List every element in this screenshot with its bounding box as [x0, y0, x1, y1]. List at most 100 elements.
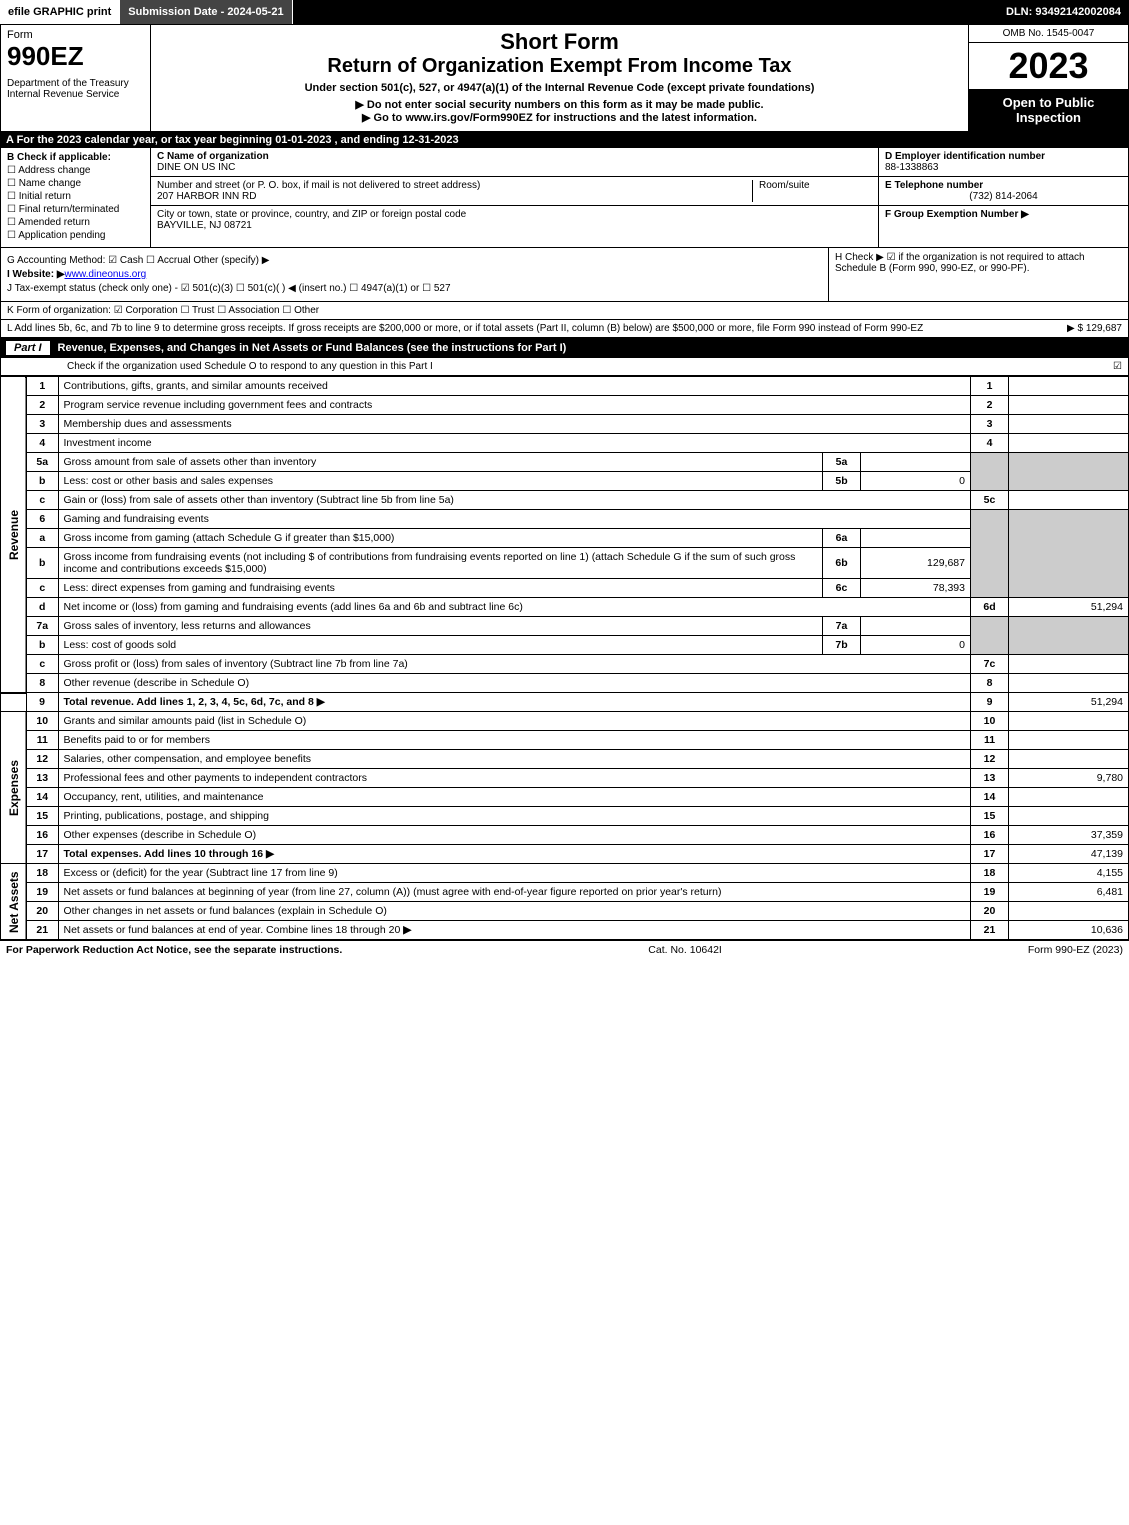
city-value: BAYVILLE, NJ 08721: [157, 220, 252, 231]
l7c-desc: Gross profit or (loss) from sales of inv…: [58, 655, 971, 674]
l5c-rnum: 5c: [971, 491, 1009, 510]
l1-amt: [1009, 377, 1129, 396]
l8-amt: [1009, 674, 1129, 693]
l11-desc: Benefits paid to or for members: [58, 731, 971, 750]
l14-num: 14: [26, 788, 58, 807]
chk-final[interactable]: ☐ Final return/terminated: [7, 204, 144, 215]
line-k: K Form of organization: ☑ Corporation ☐ …: [0, 302, 1129, 320]
l14-rnum: 14: [971, 788, 1009, 807]
tel-value: (732) 814-2064: [885, 191, 1122, 202]
l18-rnum: 18: [971, 864, 1009, 883]
chk-initial[interactable]: ☐ Initial return: [7, 191, 144, 202]
l9-amt: 51,294: [1009, 693, 1129, 712]
l5a-num: 5a: [26, 453, 58, 472]
part-label: Part I: [6, 341, 50, 355]
l2-amt: [1009, 396, 1129, 415]
l17-rnum: 17: [971, 845, 1009, 864]
l13-amt: 9,780: [1009, 769, 1129, 788]
l15-desc: Printing, publications, postage, and shi…: [58, 807, 971, 826]
part-1-header: Part I Revenue, Expenses, and Changes in…: [0, 338, 1129, 358]
section-def: D Employer identification number 88-1338…: [878, 148, 1128, 247]
ghi-left: G Accounting Method: ☑ Cash ☐ Accrual Ot…: [1, 248, 828, 301]
open-to-public: Open to Public Inspection: [969, 89, 1128, 131]
l6d-amt: 51,294: [1009, 598, 1129, 617]
l10-amt: [1009, 712, 1129, 731]
l10-num: 10: [26, 712, 58, 731]
under-section: Under section 501(c), 527, or 4947(a)(1)…: [161, 82, 958, 94]
l20-desc: Other changes in net assets or fund bala…: [58, 902, 971, 921]
l17-amt: 47,139: [1009, 845, 1129, 864]
l21-rnum: 21: [971, 921, 1009, 940]
l15-rnum: 15: [971, 807, 1009, 826]
l17-num: 17: [26, 845, 58, 864]
lines-table: Revenue 1 Contributions, gifts, grants, …: [0, 376, 1129, 940]
l9-num: 9: [26, 693, 58, 712]
l6a-sn: 6a: [823, 529, 861, 548]
l13-desc: Professional fees and other payments to …: [58, 769, 971, 788]
city-row: City or town, state or province, country…: [151, 206, 878, 234]
tax-year: 2023: [969, 43, 1128, 89]
efile-print[interactable]: efile GRAPHIC print: [0, 0, 120, 24]
l5a-desc: Gross amount from sale of assets other t…: [58, 453, 823, 472]
header-right: OMB No. 1545-0047 2023 Open to Public In…: [968, 25, 1128, 131]
l8-desc: Other revenue (describe in Schedule O): [58, 674, 971, 693]
l10-rnum: 10: [971, 712, 1009, 731]
line-h: H Check ▶ ☑ if the organization is not r…: [828, 248, 1128, 301]
info-block: B Check if applicable: ☐ Address change …: [0, 148, 1129, 248]
l5ab-shade: [971, 453, 1009, 491]
l6c-sn: 6c: [823, 579, 861, 598]
l16-desc: Other expenses (describe in Schedule O): [58, 826, 971, 845]
l21-desc: Net assets or fund balances at end of ye…: [58, 921, 971, 940]
section-a: A For the 2023 calendar year, or tax yea…: [0, 132, 1129, 148]
l-amount: ▶ $ 129,687: [1067, 323, 1122, 334]
l7b-sn: 7b: [823, 636, 861, 655]
chk-amended[interactable]: ☐ Amended return: [7, 217, 144, 228]
l11-num: 11: [26, 731, 58, 750]
l6a-sa: [861, 529, 971, 548]
dln: DLN: 93492142002084: [998, 0, 1129, 24]
website-link[interactable]: www.dineonus.org: [65, 269, 147, 280]
l3-desc: Membership dues and assessments: [58, 415, 971, 434]
section-c: C Name of organization DINE ON US INC Nu…: [151, 148, 878, 247]
l7b-sa: 0: [861, 636, 971, 655]
l4-num: 4: [26, 434, 58, 453]
ssn-note: ▶ Do not enter social security numbers o…: [161, 98, 958, 111]
l3-rnum: 3: [971, 415, 1009, 434]
l3-amt: [1009, 415, 1129, 434]
l11-amt: [1009, 731, 1129, 750]
l8-num: 8: [26, 674, 58, 693]
l6c-desc: Less: direct expenses from gaming and fu…: [58, 579, 823, 598]
room-suite: Room/suite: [752, 180, 872, 202]
l7c-num: c: [26, 655, 58, 674]
chk-pending[interactable]: ☐ Application pending: [7, 230, 144, 241]
footer-right: Form 990-EZ (2023): [1028, 944, 1123, 956]
city-label: City or town, state or province, country…: [157, 209, 466, 220]
part-title: Revenue, Expenses, and Changes in Net As…: [58, 342, 567, 354]
b-title: B Check if applicable:: [7, 152, 144, 163]
l5a-sa: [861, 453, 971, 472]
l-text: L Add lines 5b, 6c, and 7b to line 9 to …: [7, 323, 923, 334]
line-l: L Add lines 5b, 6c, and 7b to line 9 to …: [0, 320, 1129, 338]
ein-row: D Employer identification number 88-1338…: [879, 148, 1128, 177]
l20-amt: [1009, 902, 1129, 921]
l5ab-shade2: [1009, 453, 1129, 491]
l7b-desc: Less: cost of goods sold: [58, 636, 823, 655]
l16-rnum: 16: [971, 826, 1009, 845]
l18-num: 18: [26, 864, 58, 883]
chk-address[interactable]: ☐ Address change: [7, 165, 144, 176]
chk-name[interactable]: ☐ Name change: [7, 178, 144, 189]
l5b-num: b: [26, 472, 58, 491]
l21-amt: 10,636: [1009, 921, 1129, 940]
goto-note: ▶ Go to www.irs.gov/Form990EZ for instru…: [161, 111, 958, 124]
l6d-rnum: 6d: [971, 598, 1009, 617]
header-left: Form 990EZ Department of the Treasury In…: [1, 25, 151, 131]
l19-num: 19: [26, 883, 58, 902]
l5a-sn: 5a: [823, 453, 861, 472]
l6-shade: [971, 510, 1009, 598]
l12-amt: [1009, 750, 1129, 769]
l21-num: 21: [26, 921, 58, 940]
l7c-rnum: 7c: [971, 655, 1009, 674]
l19-rnum: 19: [971, 883, 1009, 902]
l15-amt: [1009, 807, 1129, 826]
c-label: C Name of organization: [157, 151, 269, 162]
